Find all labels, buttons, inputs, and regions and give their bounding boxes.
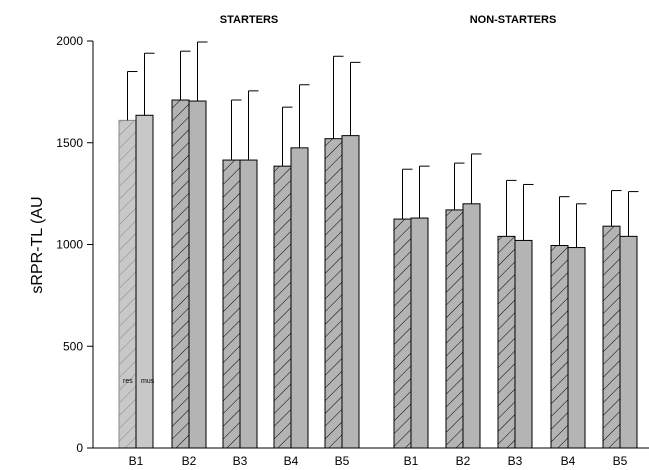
- y-tick-label: 2000: [56, 34, 83, 48]
- y-tick-label: 500: [63, 339, 83, 353]
- bar-res-b4: [273, 165, 292, 449]
- y-tick-label: 1500: [56, 136, 83, 150]
- x-tick-label: B4: [284, 454, 299, 468]
- y-tick-label: 1000: [56, 238, 83, 252]
- bar-res-b1: [118, 119, 137, 449]
- bar-mus-b5: [341, 135, 360, 449]
- bar-res-b3: [222, 159, 241, 449]
- bar-res-b2: [445, 209, 464, 449]
- bar-mus-b3: [514, 239, 533, 449]
- legend-label-mus: mus: [141, 378, 155, 385]
- x-tick-label: B3: [508, 454, 523, 468]
- x-tick-label: B3: [233, 454, 248, 468]
- x-tick-label: B1: [404, 454, 419, 468]
- bar-mus-b1: [410, 217, 429, 449]
- x-tick-label: B1: [129, 454, 144, 468]
- bar-res-b1: [393, 218, 412, 449]
- group-title: NON-STARTERS: [470, 14, 557, 26]
- bar-mus-b2: [462, 203, 481, 449]
- x-tick-label: B5: [335, 454, 350, 468]
- bar-mus-b5: [619, 235, 638, 449]
- bar-res-b5: [602, 225, 621, 449]
- bar-mus-b1: [135, 114, 154, 449]
- y-axis-label: sRPR-TL (AU: [29, 196, 46, 293]
- y-tick-label: 0: [76, 441, 83, 455]
- x-tick-label: B5: [613, 454, 628, 468]
- bar-res-b2: [171, 99, 190, 449]
- bar-res-b4: [550, 245, 569, 449]
- bar-mus-b2: [188, 100, 207, 449]
- x-tick-label: B2: [182, 454, 197, 468]
- bar-mus-b4: [290, 147, 309, 449]
- legend-label-res: res: [123, 378, 133, 385]
- group-title: STARTERS: [220, 14, 278, 26]
- x-tick-label: B2: [456, 454, 471, 468]
- bar-res-b3: [497, 235, 516, 449]
- x-tick-label: B4: [561, 454, 576, 468]
- bar-mus-b4: [567, 247, 586, 449]
- bar-mus-b3: [239, 159, 258, 449]
- bar-res-b5: [324, 138, 343, 449]
